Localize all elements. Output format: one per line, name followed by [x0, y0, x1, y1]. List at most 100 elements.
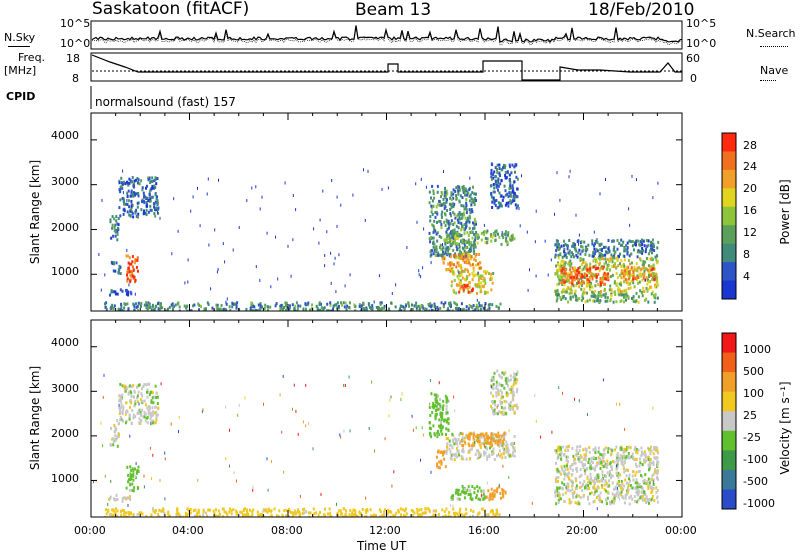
data-cell — [506, 242, 509, 246]
data-cell — [459, 492, 462, 496]
data-cell — [322, 307, 325, 311]
data-cell — [438, 199, 441, 203]
data-cell — [135, 208, 138, 212]
data-cell — [336, 224, 338, 228]
data-cell — [147, 382, 150, 386]
data-cell — [126, 279, 129, 283]
data-cell — [275, 235, 276, 239]
data-cell — [455, 439, 458, 443]
data-cell — [479, 287, 482, 291]
data-cell — [617, 257, 619, 261]
data-cell — [477, 436, 479, 440]
data-cell — [437, 407, 440, 411]
data-cell — [503, 442, 504, 446]
data-cell — [343, 515, 346, 517]
data-cell — [615, 282, 618, 286]
data-cell — [235, 303, 238, 307]
data-cell — [345, 509, 347, 513]
data-cell — [560, 274, 563, 278]
data-cell — [484, 496, 486, 500]
data-cell — [638, 482, 641, 486]
data-cell — [233, 471, 235, 475]
data-cell — [481, 284, 484, 288]
data-cell — [114, 292, 117, 296]
data-cell — [434, 397, 437, 401]
data-cell — [459, 279, 462, 283]
data-cell — [511, 453, 514, 457]
data-cell — [609, 462, 612, 466]
data-cell — [499, 400, 502, 404]
data-cell — [449, 255, 452, 259]
data-cell — [652, 478, 655, 482]
data-cell — [556, 171, 558, 175]
data-cell — [457, 451, 460, 455]
data-cell — [589, 269, 592, 273]
data-cell — [617, 471, 620, 475]
data-cell — [562, 391, 563, 395]
data-cell — [509, 404, 512, 408]
data-cell — [151, 396, 154, 400]
data-cell — [627, 488, 630, 492]
data-cell — [270, 513, 273, 517]
data-cell — [653, 470, 656, 474]
data-cell — [150, 195, 153, 199]
data-cell — [95, 479, 97, 483]
data-cell — [129, 498, 132, 502]
data-cell — [570, 500, 573, 504]
data-cell — [589, 492, 592, 496]
data-cell — [443, 238, 446, 242]
data-cell — [128, 177, 131, 181]
data-cell — [122, 191, 124, 195]
data-cell — [492, 196, 495, 200]
data-cell — [614, 262, 617, 266]
data-cell — [515, 206, 518, 210]
data-cell — [432, 401, 435, 405]
velocity-axes — [90, 320, 683, 517]
data-cell — [258, 515, 261, 517]
data-cell — [167, 510, 170, 514]
data-cell — [621, 243, 624, 247]
data-cell — [640, 485, 643, 489]
data-cell — [473, 491, 476, 495]
data-cell — [436, 464, 438, 468]
data-cell — [450, 452, 452, 456]
data-cell — [624, 249, 627, 253]
data-cell — [573, 490, 576, 494]
data-cell — [446, 411, 449, 415]
data-cell — [457, 277, 460, 281]
data-cell — [583, 479, 586, 483]
data-cell — [424, 307, 427, 311]
data-cell — [423, 227, 425, 231]
data-cell — [225, 302, 228, 306]
data-cell — [435, 509, 437, 513]
data-cell — [492, 272, 495, 275]
data-cell — [629, 282, 632, 286]
data-cell — [473, 203, 476, 207]
data-cell — [138, 417, 141, 421]
data-cell — [605, 178, 606, 181]
data-cell — [491, 200, 494, 204]
data-cell — [465, 201, 468, 205]
data-cell — [469, 250, 471, 253]
data-cell — [453, 272, 456, 276]
data-cell — [206, 301, 209, 305]
data-cell — [124, 412, 127, 416]
data-cell — [452, 507, 455, 511]
data-cell — [594, 446, 597, 450]
data-cell — [622, 450, 625, 454]
data-cell — [575, 484, 578, 488]
data-cell — [440, 450, 443, 454]
data-cell — [572, 495, 575, 499]
data-cell — [558, 242, 560, 246]
data-cell — [512, 383, 515, 387]
data-cell — [121, 308, 124, 311]
data-cell — [404, 507, 407, 511]
data-cell — [497, 178, 500, 182]
data-cell — [559, 497, 562, 501]
data-cell — [452, 188, 455, 192]
data-cell — [578, 271, 580, 275]
data-cell — [141, 200, 143, 204]
power-colorbar-tick: 8 — [743, 248, 750, 261]
data-cell — [637, 448, 640, 452]
data-cell — [466, 277, 468, 281]
